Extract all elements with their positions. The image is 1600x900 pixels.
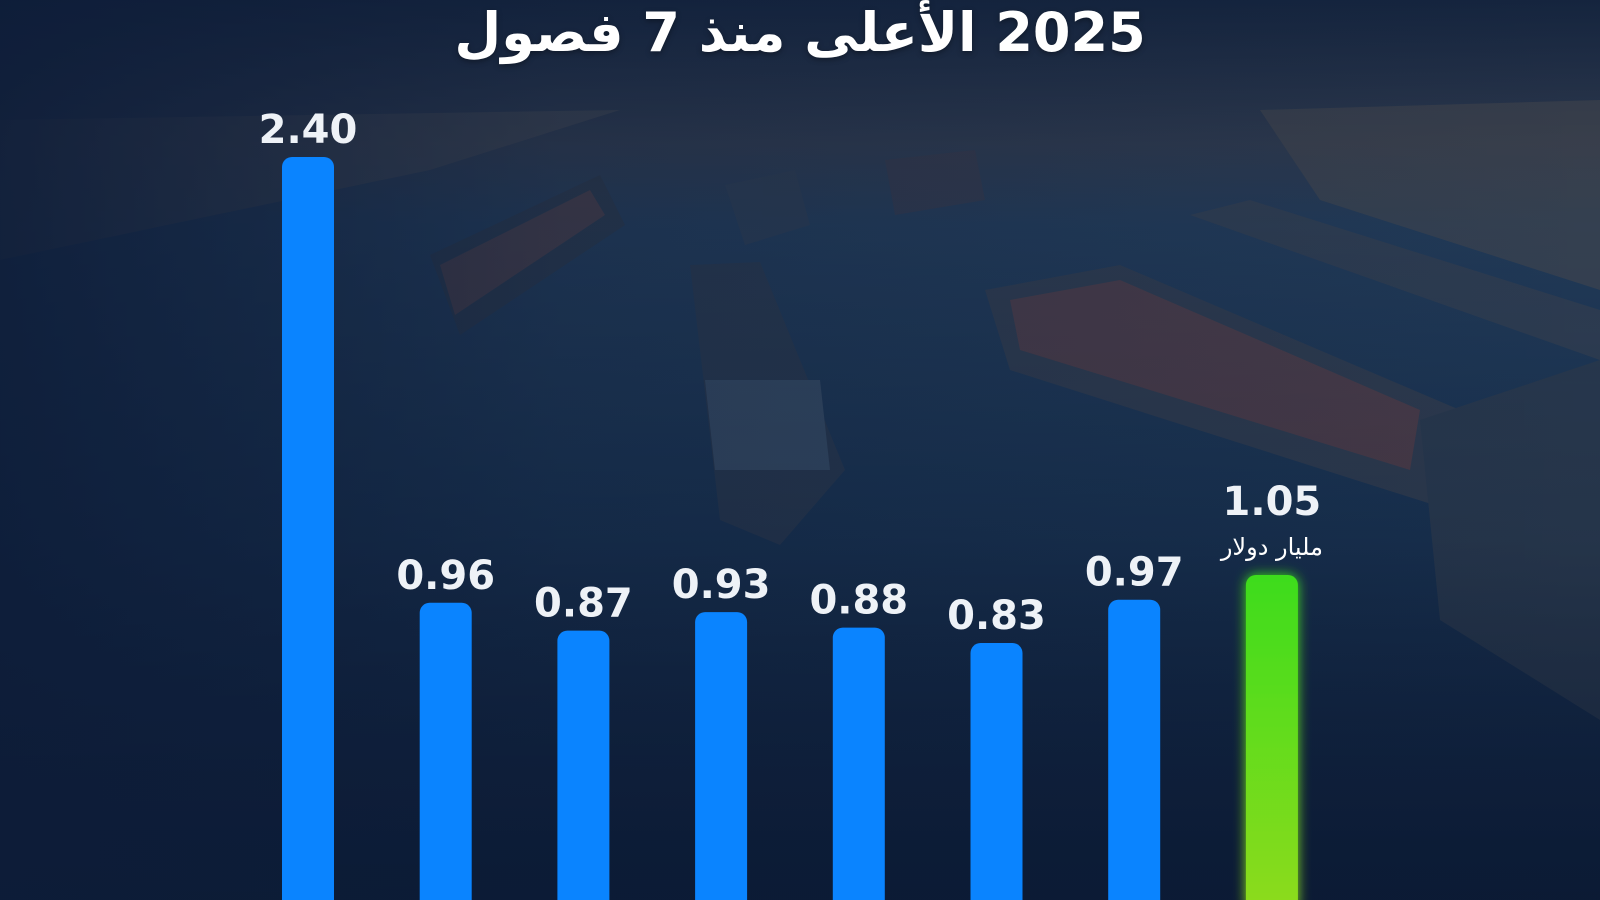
bar-value-label: 2.40 xyxy=(259,107,358,153)
labels-layer: 2.40 0.96 0.87 0.93 0.88 0.83 0.97 1.05 مليار دو… xyxy=(259,107,1323,639)
bar xyxy=(970,643,1023,900)
bar-value-label: 0.87 xyxy=(534,581,633,627)
bar xyxy=(557,630,610,900)
bar-value-label: 0.96 xyxy=(396,553,495,599)
bar xyxy=(282,157,334,900)
bar-value-label: 1.05 xyxy=(1223,479,1322,525)
bar-value-label: 0.88 xyxy=(809,578,908,624)
bar xyxy=(419,602,472,900)
bar-value-label: 0.83 xyxy=(947,593,1046,639)
bar-value-label: 0.97 xyxy=(1085,550,1184,596)
bar xyxy=(695,612,748,900)
bar-highlight xyxy=(1245,574,1298,900)
bars-layer xyxy=(282,157,1298,900)
unit-label: مليار دولار xyxy=(1220,533,1323,561)
bar-value-label: 0.93 xyxy=(672,562,771,608)
chart-title: 2025 الأعلى منذ 7 فصول xyxy=(454,1,1146,64)
bar xyxy=(1108,599,1161,900)
bar xyxy=(832,627,885,900)
